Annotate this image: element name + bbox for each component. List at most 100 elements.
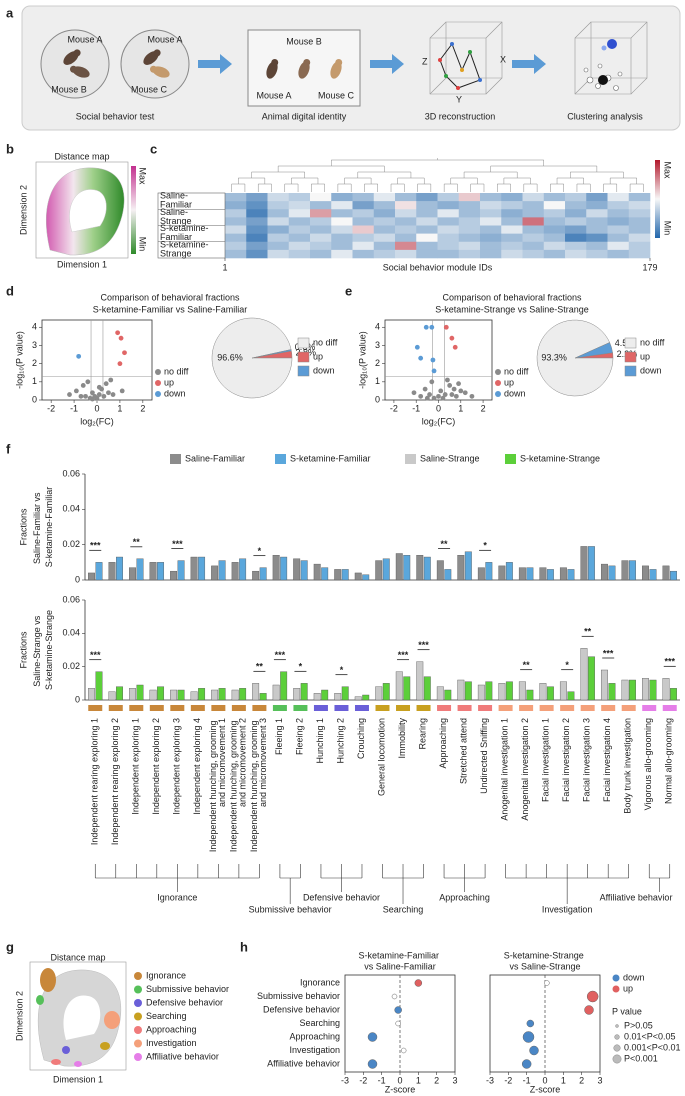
legend-label: P>0.05 [624,1020,653,1030]
point [83,393,88,399]
heatmap-cell [480,225,502,234]
x-tick-label: 2 [579,1075,584,1085]
y-tick-label: 4 [375,322,380,332]
pie-slice [574,342,613,359]
legend-label: down [164,388,186,398]
panel-label: b [6,141,14,156]
category-box [375,705,390,711]
x-tick-label: 1 [416,1075,421,1085]
heatmap-cell [225,249,247,259]
point [449,335,455,341]
significance-label: *** [603,648,614,658]
heatmap-cell [331,201,353,210]
legend-label: Saline-Strange [420,453,480,463]
category-box [272,705,287,711]
x-tick-label: -1 [523,1075,531,1085]
category-box [498,705,513,711]
legend-marker [134,1053,142,1061]
category-box [662,705,677,711]
bar [505,681,513,701]
colorbar-label: Min [138,237,148,252]
heatmap-cell [501,249,523,259]
y-tick-label: 1 [32,376,37,386]
category-label: Independent exploring 4 [192,718,202,815]
legend-title: P value [612,1006,642,1016]
heatmap-cell [288,201,311,210]
heatmap-cell [565,241,587,251]
heatmap-cell [352,233,375,243]
category-label: Fleeing 2 [295,718,305,755]
flow-arrow [512,54,546,74]
point [458,388,464,394]
cluster-point [597,63,603,69]
heatmap-cell [310,193,332,202]
x-tick-label: -1 [412,403,420,413]
legend-marker [134,972,142,980]
colorbar-label: Max [663,161,673,179]
legend-marker [614,1034,620,1040]
significance-label: *** [398,650,409,660]
heatmap-cell [225,193,247,202]
cube-edge [429,77,447,95]
cube-edge [485,77,503,95]
heatmap-cell [480,233,502,243]
bar [518,681,526,701]
category-box [231,705,246,711]
heatmap-cell [352,201,375,210]
distance-map-hole [63,995,101,1040]
category-box [539,705,554,711]
map-title: Distance map [54,151,109,161]
heatmap-cell [246,249,268,259]
bar [354,696,362,701]
category-label: Body trunk investigation [623,718,633,814]
legend-swatch [624,365,637,377]
bar [403,676,411,701]
point [431,368,437,374]
legend-marker [134,1012,142,1021]
bar [608,565,616,581]
legend-label: Investigation [146,1038,197,1048]
mouse-label: Mouse A [147,34,182,44]
x-tick-label: 1 [222,262,227,272]
map-frame [29,961,127,1071]
heatmap-cell [543,249,566,259]
point [122,350,127,356]
point [449,392,455,397]
category-box [334,705,349,711]
heatmap-cell [607,233,630,243]
heatmap-cell [586,249,608,259]
heatmap-cell [416,225,438,234]
heatmap-cell [373,249,396,259]
category-label: Independent hunching, grooming and micro… [249,718,268,852]
category-box [313,705,328,711]
legend-label: up [504,377,514,387]
point [73,388,79,394]
category-label: Affiliative behavior [267,1058,340,1068]
x-tick-label: -1 [378,1075,386,1085]
flow-arrow [198,54,232,74]
y-tick-label: 0 [75,694,80,704]
heatmap-cell [501,225,523,234]
point [101,393,107,399]
heatmap-cell [458,201,481,210]
heatmap-cell [267,249,290,259]
heatmap-cell [607,241,630,251]
group-label: Ignorance [157,892,197,902]
category-box [560,705,575,711]
heatmap-cell [628,217,651,226]
legend-swatch [275,454,286,464]
x-tick-label: 2 [434,1075,439,1085]
point [431,395,437,401]
heatmap-cell [246,233,268,243]
legend-label: Defensive behavior [146,997,223,1007]
heatmap-cell [543,241,566,251]
category-label: Independent exploring 1 [131,718,141,815]
heatmap-cell [522,217,545,226]
heatmap-cell [267,241,290,251]
legend-swatch [170,454,181,464]
y-tick-label: 0.04 [62,504,80,514]
heatmap-cell [416,233,438,243]
group-region [51,1059,61,1065]
bar [436,686,444,701]
y-tick-label: 0 [32,394,37,404]
